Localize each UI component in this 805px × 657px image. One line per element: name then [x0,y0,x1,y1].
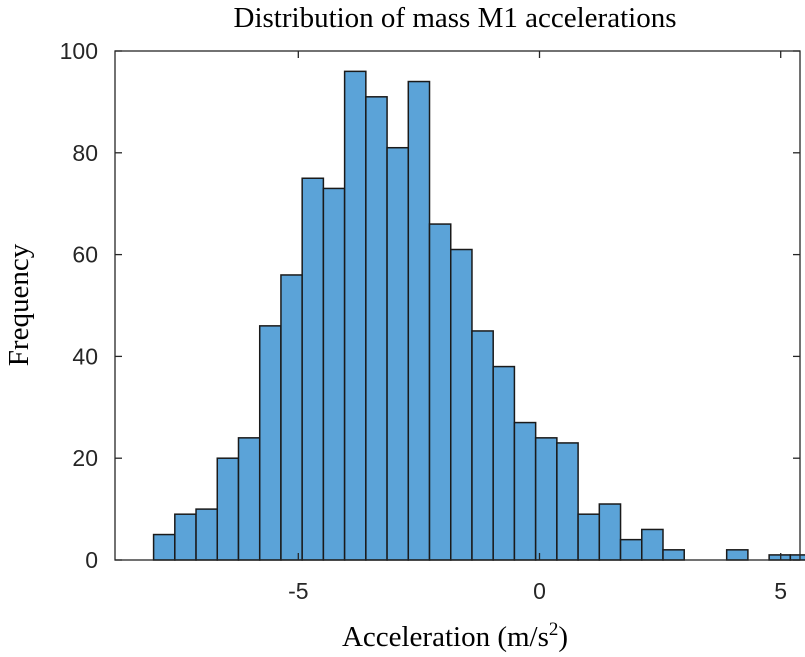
y-tick-label: 100 [60,38,98,64]
histogram-bar [407,80,431,561]
histogram-bar [619,538,643,561]
histogram-bar [195,508,219,561]
histogram-bar [598,503,622,561]
histogram-bar [492,365,516,561]
y-tick-label: 80 [72,140,98,166]
x-axis-label-suffix: ) [558,621,568,653]
histogram-bar [577,513,601,561]
x-axis-label: Acceleration (m/s2) [342,619,568,653]
histogram-bar [768,554,792,561]
histogram-bar [322,187,346,561]
bars-group [152,70,805,561]
chart-title: Distribution of mass M1 accelerations [234,2,677,34]
x-axis-ticks: -5 0 5 [288,51,787,604]
histogram-bar [428,223,452,561]
y-tick-label: 20 [72,445,98,471]
histogram-bar [471,330,494,561]
histogram-bar [237,437,261,561]
y-tick-label: 60 [72,242,98,268]
y-tick-label: 40 [72,343,98,369]
histogram-bar [216,457,240,561]
histogram-bar [556,442,579,561]
histogram-bar [301,177,325,561]
x-tick-label: 0 [533,578,546,604]
x-axis-label-superscript: 2 [549,619,559,640]
histogram-bar [386,146,410,561]
y-axis-label: Frequency [3,243,35,366]
histogram-bar [725,549,749,561]
histogram-bar [449,248,473,561]
histogram-bar [513,421,537,561]
histogram-bar [789,554,805,561]
histogram-bar [662,549,685,561]
x-tick-label: 5 [774,578,787,604]
histogram-bar [365,96,388,561]
histogram-bar [258,325,282,561]
histogram-bar [641,528,664,561]
y-axis-ticks: 0 20 40 60 80 100 [60,38,800,573]
plot-area-box [114,50,801,561]
histogram-bar [534,437,558,561]
histogram-bar [152,533,176,561]
histogram-bar [280,274,303,561]
histogram-bar [343,70,367,561]
x-axis-label-main: Acceleration (m/s [342,621,549,653]
x-tick-label: -5 [288,578,308,604]
histogram-bar [174,513,197,561]
y-tick-label: 0 [85,547,98,573]
